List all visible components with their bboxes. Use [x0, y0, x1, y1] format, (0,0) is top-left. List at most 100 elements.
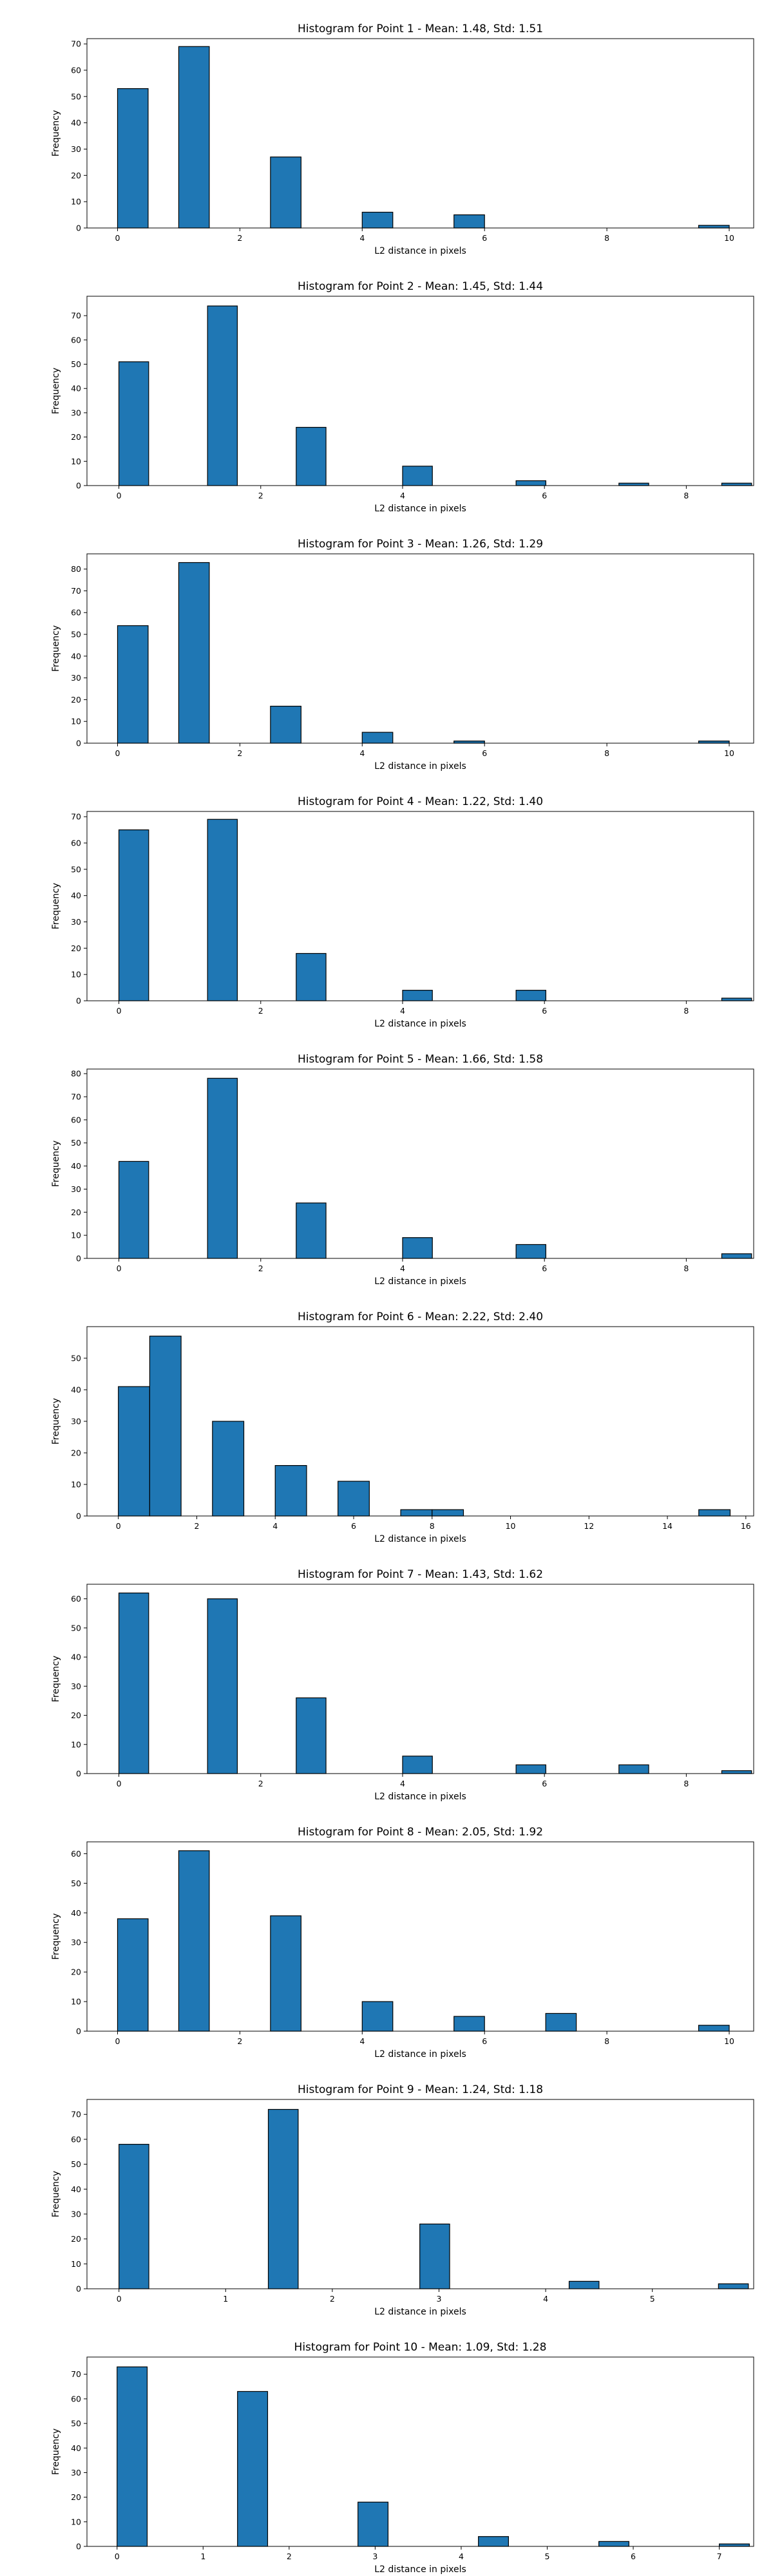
- y-tick-label: 10: [71, 1231, 81, 1240]
- histogram-bar: [618, 482, 649, 486]
- histogram-bar: [358, 2501, 389, 2547]
- y-tick-label: 70: [71, 812, 81, 822]
- y-axis-label: Frequency: [51, 1141, 61, 1187]
- histogram-panel-6: 0 2 4 6 8 10 12 14 16 0 10 20 30 40 50 Histogram for Po…: [51, 1311, 754, 1544]
- y-axis-label: Frequency: [51, 2171, 61, 2217]
- histogram-bar: [402, 990, 433, 1001]
- x-tick-label: 16: [741, 1521, 751, 1531]
- x-tick-label: 8: [683, 1006, 689, 1016]
- histogram-bar: [718, 2543, 750, 2547]
- x-tick-label: 0: [115, 748, 120, 758]
- x-tick-label: 2: [258, 1006, 263, 1016]
- x-tick-label: 6: [542, 1006, 547, 1016]
- y-tick-label: 60: [71, 1849, 81, 1859]
- chart-title: Histogram for Point 1 - Mean: 1.48, Std:…: [298, 23, 543, 35]
- chart-title: Histogram for Point 9 - Mean: 1.24, Std:…: [298, 2083, 543, 2096]
- y-tick-label: 30: [71, 1938, 81, 1947]
- x-axis-label: L2 distance in pixels: [374, 246, 466, 256]
- histogram-bar: [118, 1386, 151, 1517]
- chart-title: Histogram for Point 10 - Mean: 1.09, Std…: [294, 2341, 547, 2354]
- histogram-bar: [296, 1202, 327, 1259]
- histogram-bar: [361, 732, 394, 744]
- y-tick-label: 50: [71, 1879, 81, 1888]
- y-tick-label: 60: [71, 608, 81, 618]
- histogram-bar: [698, 2025, 730, 2032]
- histogram-panel-4: 0 2 4 6 8 0 10 20 30 40 50 60 70 Histogram for Point …: [51, 795, 754, 1029]
- x-tick-label: 2: [258, 1264, 263, 1273]
- y-tick-label: 0: [76, 1254, 81, 1264]
- y-tick-label: 30: [71, 1184, 81, 1194]
- y-tick-label: 0: [76, 481, 81, 491]
- y-tick-label: 80: [71, 1069, 81, 1079]
- y-tick-label: 0: [76, 1769, 81, 1779]
- y-tick-label: 20: [71, 695, 81, 705]
- x-tick-label: 8: [604, 233, 609, 243]
- y-axis-label: Frequency: [51, 625, 61, 672]
- x-axis-label: L2 distance in pixels: [374, 761, 466, 772]
- y-tick-label: 30: [71, 1681, 81, 1691]
- histogram-bar: [270, 1915, 301, 2032]
- y-tick-label: 0: [76, 223, 81, 233]
- y-tick-label: 40: [71, 384, 81, 393]
- histogram-bar: [721, 1770, 752, 1774]
- y-tick-label: 60: [71, 335, 81, 345]
- histogram-panel-1: 0 2 4 6 8 10 0 10 20 30 40 50 60 70 Histogram for Poin…: [51, 23, 754, 256]
- x-tick-label: 1: [200, 2552, 205, 2561]
- x-tick-label: 10: [724, 748, 734, 758]
- y-tick-label: 10: [71, 1997, 81, 2007]
- x-tick-label: 2: [194, 1521, 199, 1531]
- histogram-bar: [118, 829, 149, 1001]
- x-tick-label: 12: [584, 1521, 594, 1531]
- y-tick-label: 20: [71, 2492, 81, 2502]
- histogram-bar: [568, 2280, 600, 2289]
- histogram-bar: [338, 1481, 370, 1517]
- y-tick-label: 20: [71, 1967, 81, 1977]
- histogram-bar: [118, 1592, 149, 1774]
- x-tick-label: 5: [545, 2552, 550, 2561]
- y-tick-label: 20: [71, 1208, 81, 1217]
- y-axis-label: Frequency: [51, 1656, 61, 1702]
- axes-frame: [86, 296, 754, 486]
- histogram-bar: [618, 1764, 649, 1774]
- x-tick-label: 0: [115, 233, 120, 243]
- axes-frame: [86, 1584, 754, 1774]
- histogram-bar: [118, 361, 149, 486]
- y-tick-label: 0: [76, 2542, 81, 2552]
- y-tick-label: 20: [71, 1710, 81, 1720]
- x-tick-label: 8: [604, 748, 609, 758]
- x-tick-label: 8: [604, 2036, 609, 2046]
- x-tick-label: 4: [400, 1006, 405, 1016]
- x-tick-label: 2: [237, 748, 242, 758]
- axes-frame: [86, 2099, 754, 2289]
- y-tick-label: 0: [76, 1511, 81, 1521]
- chart-title: Histogram for Point 8 - Mean: 2.05, Std:…: [298, 1826, 543, 1839]
- histogram-bar: [296, 426, 327, 486]
- histogram-bar: [207, 819, 238, 1001]
- x-tick-label: 2: [237, 233, 242, 243]
- y-tick-label: 70: [71, 311, 81, 321]
- y-axis-label: Frequency: [51, 1913, 61, 1960]
- x-tick-label: 6: [351, 1521, 356, 1531]
- histogram-panel-2: 0 2 4 6 8 0 10 20 30 40 50 60 70 Histogram for Point …: [51, 280, 754, 514]
- histogram-bar: [402, 1237, 433, 1259]
- y-tick-label: 10: [71, 1480, 81, 1490]
- x-tick-label: 4: [459, 2552, 464, 2561]
- y-tick-label: 30: [71, 2468, 81, 2477]
- y-tick-label: 50: [71, 1623, 81, 1633]
- y-tick-label: 0: [76, 739, 81, 748]
- x-tick-label: 14: [662, 1521, 673, 1531]
- x-tick-label: 8: [683, 491, 689, 500]
- histogram-bar: [718, 2283, 749, 2289]
- x-tick-label: 4: [272, 1521, 278, 1531]
- histogram-bar: [207, 1077, 238, 1259]
- axes-frame: [86, 553, 754, 744]
- x-tick-label: 6: [482, 233, 487, 243]
- y-axis-label: Frequency: [51, 2429, 61, 2475]
- histogram-bar: [698, 1509, 731, 1517]
- histogram-bar: [545, 2012, 577, 2032]
- histogram-bar: [453, 741, 485, 744]
- x-tick-label: 4: [359, 233, 365, 243]
- histogram-bar: [515, 1764, 546, 1774]
- histogram-bar: [178, 562, 210, 744]
